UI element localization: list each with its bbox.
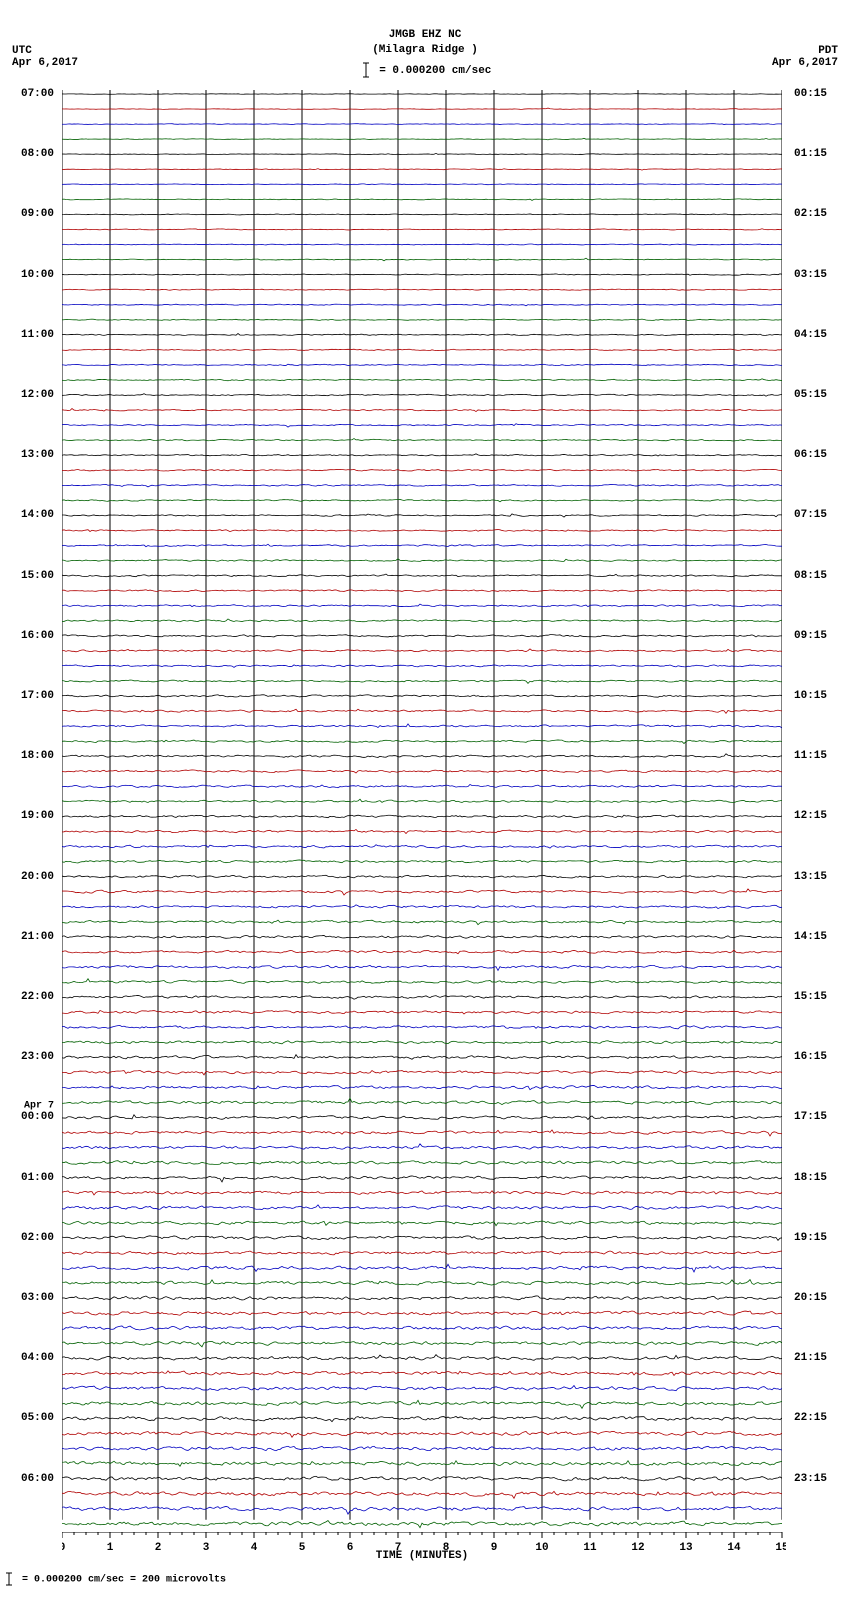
x-axis-title: TIME (MINUTES) xyxy=(62,1550,782,1562)
pdt-hour-label: 06:15 xyxy=(794,449,827,461)
pdt-hour-label: 17:15 xyxy=(794,1111,827,1123)
utc-hour-label: 11:00 xyxy=(21,329,54,341)
utc-hour-label: 02:00 xyxy=(21,1232,54,1244)
pdt-hour-label: 03:15 xyxy=(794,269,827,281)
station-name: (Milagra Ridge ) xyxy=(0,43,850,58)
utc-hour-label: 03:00 xyxy=(21,1292,54,1304)
pdt-hour-label: 11:15 xyxy=(794,750,827,762)
pdt-hour-label: 05:15 xyxy=(794,389,827,401)
date-rollover: Apr 7 xyxy=(24,1101,54,1112)
utc-hour-label: 08:00 xyxy=(21,148,54,160)
utc-hour-label: 13:00 xyxy=(21,449,54,461)
utc-hour-label: 10:00 xyxy=(21,269,54,281)
utc-hour-label: 19:00 xyxy=(21,810,54,822)
pdt-hour-label: 19:15 xyxy=(794,1232,827,1244)
utc-hour-label: 00:00 xyxy=(21,1111,54,1123)
pdt-hour-label: 13:15 xyxy=(794,871,827,883)
pdt-hour-label: 18:15 xyxy=(794,1172,827,1184)
left-timezone: UTC Apr 6,2017 xyxy=(12,45,78,69)
utc-hour-label: 17:00 xyxy=(21,690,54,702)
pdt-hour-label: 20:15 xyxy=(794,1292,827,1304)
pdt-hour-label: 21:15 xyxy=(794,1352,827,1364)
utc-hour-label: 14:00 xyxy=(21,509,54,521)
pdt-hour-label: 07:15 xyxy=(794,509,827,521)
pdt-hour-label: 16:15 xyxy=(794,1051,827,1063)
utc-hour-label: 20:00 xyxy=(21,871,54,883)
utc-hour-label: 23:00 xyxy=(21,1051,54,1063)
utc-hour-label: 12:00 xyxy=(21,389,54,401)
pdt-hour-label: 01:15 xyxy=(794,148,827,160)
pdt-hour-label: 14:15 xyxy=(794,931,827,943)
scale-indicator: = 0.000200 cm/sec xyxy=(359,62,492,78)
tz-left-name: UTC xyxy=(12,45,78,57)
utc-hour-label: 21:00 xyxy=(21,931,54,943)
tz-right-name: PDT xyxy=(772,45,838,57)
pdt-hour-label: 00:15 xyxy=(794,88,827,100)
footer-text: = 0.000200 cm/sec = 200 microvolts xyxy=(22,1574,226,1585)
tz-left-date: Apr 6,2017 xyxy=(12,57,78,69)
utc-hour-label: 04:00 xyxy=(21,1352,54,1364)
utc-hour-label: 16:00 xyxy=(21,630,54,642)
pdt-hour-label: 09:15 xyxy=(794,630,827,642)
pdt-hour-label: 15:15 xyxy=(794,991,827,1003)
utc-hour-label: 06:00 xyxy=(21,1473,54,1485)
utc-hour-label: 05:00 xyxy=(21,1412,54,1424)
station-code: JMGB EHZ NC xyxy=(0,28,850,43)
chart-header: JMGB EHZ NC (Milagra Ridge ) = 0.000200 … xyxy=(0,28,850,78)
scale-value: = 0.000200 cm/sec xyxy=(379,65,491,77)
utc-hour-label: 01:00 xyxy=(21,1172,54,1184)
pdt-hour-label: 23:15 xyxy=(794,1473,827,1485)
pdt-hour-label: 04:15 xyxy=(794,329,827,341)
pdt-hour-label: 12:15 xyxy=(794,810,827,822)
footer-scale: = 0.000200 cm/sec = 200 microvolts xyxy=(2,1572,226,1586)
pdt-hour-label: 08:15 xyxy=(794,570,827,582)
utc-hour-label: 18:00 xyxy=(21,750,54,762)
right-timezone: PDT Apr 6,2017 xyxy=(772,45,838,69)
utc-hour-label: 09:00 xyxy=(21,208,54,220)
utc-hour-label: 15:00 xyxy=(21,570,54,582)
pdt-hour-label: 02:15 xyxy=(794,208,827,220)
utc-hour-label: 07:00 xyxy=(21,88,54,100)
utc-hour-label: 22:00 xyxy=(21,991,54,1003)
helicorder-plot xyxy=(62,90,782,1540)
pdt-hour-label: 22:15 xyxy=(794,1412,827,1424)
tz-right-date: Apr 6,2017 xyxy=(772,57,838,69)
pdt-hour-label: 10:15 xyxy=(794,690,827,702)
